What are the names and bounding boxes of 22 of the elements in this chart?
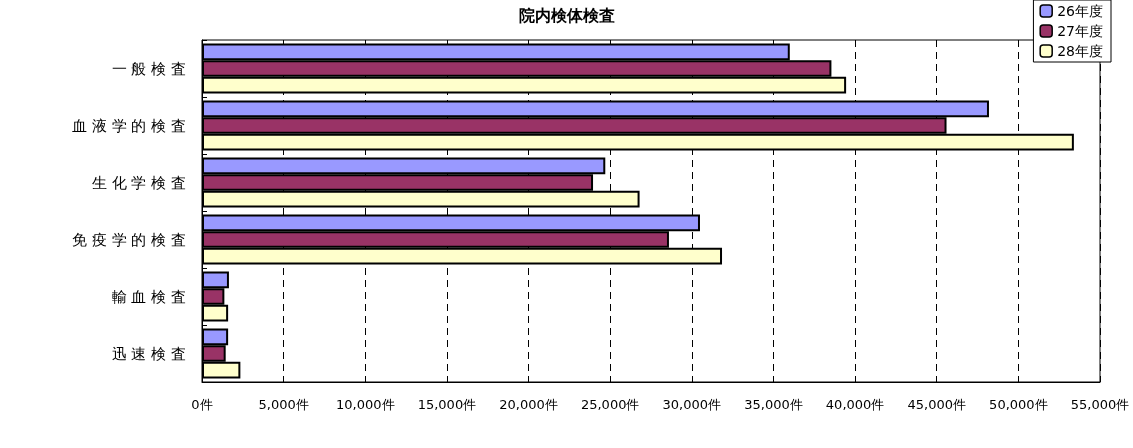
- x-tick-label: 0件: [191, 396, 213, 412]
- legend-label: 28年度: [1057, 43, 1104, 59]
- y-tick-label: 一 般 検 査: [111, 59, 186, 78]
- x-tick-label: 30,000件: [662, 396, 722, 412]
- y-tick-label: 血 液 学 的 検 査: [72, 116, 186, 135]
- x-tick-label: 25,000件: [580, 396, 640, 412]
- x-tick-label: 50,000件: [989, 396, 1048, 412]
- x-tick-label: 55,000件: [1070, 396, 1130, 412]
- y-tick-label: 迅 速 検 査: [111, 344, 186, 363]
- x-tick-label: 45,000件: [907, 396, 966, 412]
- x-tick-label: 15,000件: [417, 396, 477, 412]
- y-tick-label: 免 疫 学 的 検 査: [72, 230, 186, 249]
- x-tick-label: 20,000件: [499, 396, 558, 412]
- x-tick-label: 40,000件: [825, 396, 885, 412]
- legend-label: 26年度: [1057, 3, 1104, 19]
- x-tick-label: 5,000件: [258, 396, 309, 412]
- x-tick-label: 10,000件: [336, 396, 395, 412]
- y-tick-label: 生 化 学 検 査: [91, 173, 186, 192]
- legend-label: 27年度: [1057, 23, 1104, 39]
- x-tick-label: 35,000件: [744, 396, 803, 412]
- chart-title: 院内検体検査: [518, 5, 615, 25]
- y-tick-label: 輸 血 検 査: [111, 287, 186, 306]
